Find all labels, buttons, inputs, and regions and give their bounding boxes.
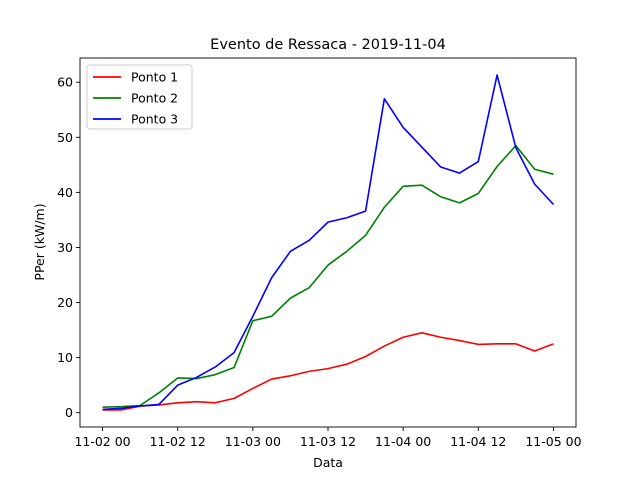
x-tick-label: 11-02 12 — [150, 434, 206, 449]
y-tick-label: 60 — [57, 75, 73, 90]
series-line-1 — [102, 332, 554, 411]
x-tick-label: 11-04 00 — [375, 434, 431, 449]
legend-box — [86, 64, 193, 130]
y-tick-label: 20 — [57, 295, 73, 310]
chart-title: Evento de Ressaca - 2019-11-04 — [210, 37, 446, 53]
x-tick-label: 11-04 12 — [450, 434, 506, 449]
plot-area: 11-02 00 11-02 12 11-03 00 11-03 12 11-04 00… — [57, 57, 582, 449]
y-tick-label: 50 — [57, 130, 73, 145]
x-tick-label: 11-02 00 — [74, 434, 130, 449]
legend-label-3: Ponto 3 — [131, 112, 178, 127]
x-tick-label: 11-03 00 — [225, 434, 281, 449]
y-tick-label: 10 — [57, 350, 73, 365]
legend-label-1: Ponto 1 — [131, 70, 178, 85]
y-axis-label: PPer (kW/m) — [32, 203, 47, 280]
x-tick-label: 11-03 12 — [300, 434, 356, 449]
series-line-3 — [102, 74, 555, 411]
y-tick-label: 0 — [65, 405, 73, 420]
y-tick-label: 40 — [57, 185, 73, 200]
y-tick-label: 30 — [57, 240, 73, 255]
x-axis-label: Data — [313, 455, 343, 470]
legend-label-2: Ponto 2 — [131, 91, 178, 106]
x-tick-label: 11-05 00 — [525, 434, 581, 449]
legend: Ponto 1 Ponto 2 Ponto 3 — [86, 64, 193, 130]
series-line-2 — [102, 144, 554, 408]
